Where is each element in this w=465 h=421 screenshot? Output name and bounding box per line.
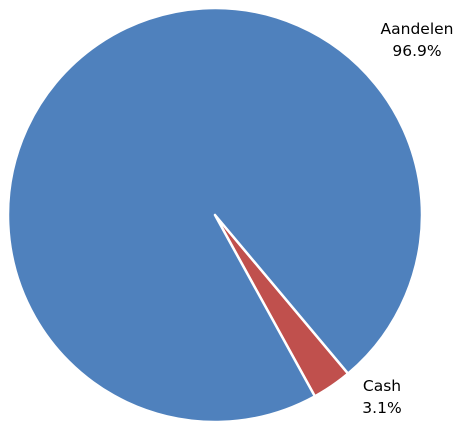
slice-label-cash-value: 3.1% — [362, 399, 401, 417]
pie-slice-aandelen — [8, 8, 422, 421]
slice-label-aandelen: Aandelen 96.9% — [381, 20, 454, 60]
pie-slices — [8, 8, 422, 421]
slice-label-cash-name: Cash — [363, 377, 401, 395]
slice-label-aandelen-value: 96.9% — [392, 42, 441, 60]
slice-label-cash: Cash 3.1% — [362, 377, 401, 417]
slice-label-aandelen-name: Aandelen — [381, 20, 454, 38]
